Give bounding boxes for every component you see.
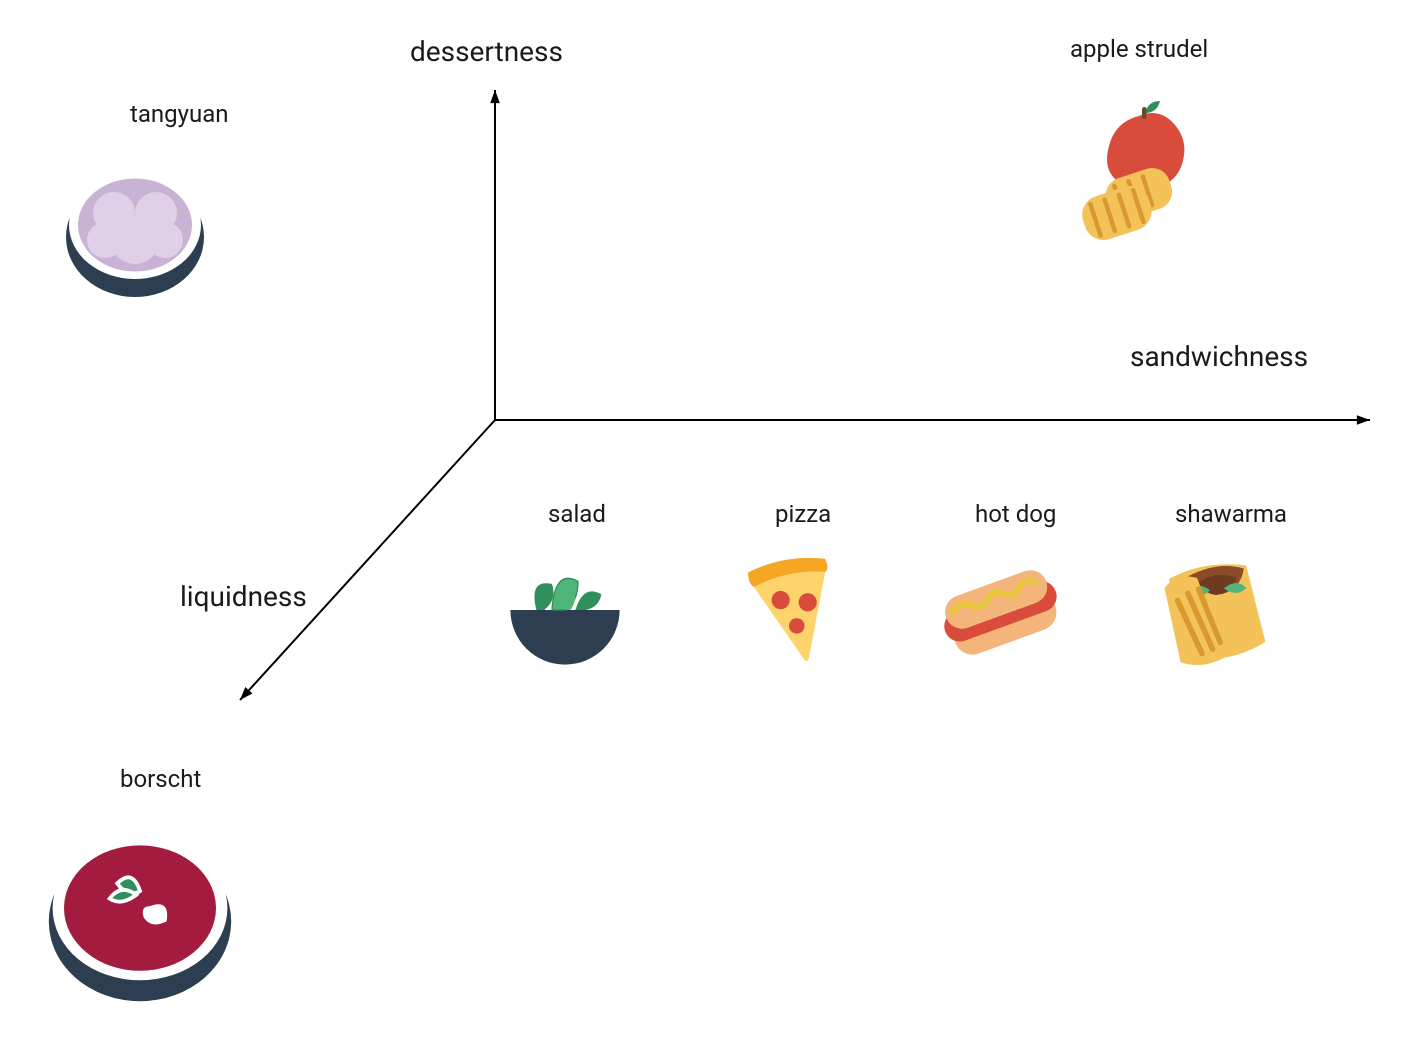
- label-salad: salad: [548, 500, 606, 528]
- shawarma-icon: [1140, 540, 1280, 684]
- label-shawarma: shawarma: [1175, 500, 1287, 528]
- borscht-icon: [45, 815, 235, 1009]
- label-pizza: pizza: [775, 500, 831, 528]
- salad-icon: [500, 545, 630, 679]
- label-apple-strudel: apple strudel: [1070, 35, 1208, 63]
- tangyuan-icon: [60, 150, 210, 304]
- axis-label-y: dessertness: [410, 35, 563, 68]
- pizza-icon: [730, 540, 860, 674]
- apple-strudel-icon: [1055, 95, 1205, 249]
- label-hot-dog: hot dog: [975, 500, 1056, 528]
- hot-dog-icon: [930, 540, 1070, 684]
- label-tangyuan: tangyuan: [130, 100, 229, 128]
- axis-label-x: sandwichness: [1130, 340, 1308, 373]
- diagram-canvas: dessertness sandwichness liquidness tang…: [0, 0, 1404, 1062]
- label-borscht: borscht: [120, 765, 201, 793]
- axis-label-z: liquidness: [180, 580, 307, 613]
